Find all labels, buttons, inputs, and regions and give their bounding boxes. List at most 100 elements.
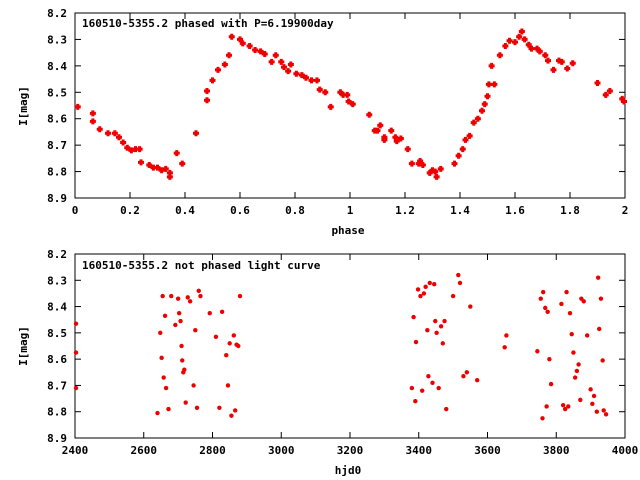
- phased-data-point: [491, 81, 498, 88]
- phased-data-point: [293, 70, 300, 77]
- unphased-data-point: [567, 310, 573, 316]
- unphased-data-point: [232, 408, 238, 413]
- phased-y-tick-label: 8.8: [47, 166, 67, 179]
- unphased-plot-title: 160510-5355.2 not phased light curve: [82, 259, 321, 272]
- unphased-data-point: [179, 343, 184, 349]
- phased-data-point: [550, 66, 557, 73]
- unphased-x-tick-label: 4000: [612, 444, 639, 457]
- phased-data-point: [521, 36, 528, 43]
- unphased-data-point: [442, 318, 447, 324]
- unphased-data-point: [427, 280, 432, 286]
- phased-data-point: [516, 33, 523, 40]
- unphased-data-point: [430, 380, 435, 385]
- unphased-y-tick-label: 8.8: [47, 406, 67, 419]
- phased-x-tick-label: 1: [347, 204, 354, 217]
- phased-data-point: [105, 130, 111, 137]
- phased-data-point: [528, 45, 535, 52]
- phased-data-point: [285, 68, 292, 75]
- unphased-data-point: [564, 289, 569, 295]
- unphased-y-tick-label: 8.2: [47, 248, 67, 261]
- phased-data-point: [485, 81, 492, 88]
- phased-data-point: [470, 119, 477, 126]
- unphased-data-point: [419, 388, 425, 393]
- unphased-data-point: [425, 328, 430, 333]
- unphased-data-point: [461, 374, 466, 379]
- unphased-data-point: [581, 299, 586, 304]
- unphased-data-point: [182, 367, 187, 372]
- phased-data-point: [455, 152, 462, 159]
- phased-data-point: [173, 150, 180, 157]
- phased-y-tick-label: 8.5: [47, 86, 67, 99]
- unphased-y-tick-label: 8.5: [47, 327, 67, 340]
- phased-data-point: [388, 127, 395, 134]
- phased-data-point: [419, 161, 426, 168]
- unphased-data-point: [545, 309, 550, 315]
- unphased-data-point: [434, 330, 439, 336]
- phased-x-tick-label: 0.2: [120, 204, 140, 217]
- phased-data-point: [316, 86, 323, 93]
- unphased-data-point: [219, 309, 225, 315]
- unphased-data-point: [543, 305, 548, 311]
- phased-data-point: [204, 97, 210, 104]
- unphased-data-point: [423, 284, 428, 290]
- unphased-data-point: [158, 330, 163, 336]
- phased-data-point: [488, 62, 495, 69]
- unphased-data-point: [456, 272, 461, 278]
- unphased-data-point: [229, 413, 234, 418]
- phased-data-point: [193, 130, 199, 137]
- phased-data-point: [116, 134, 122, 141]
- unphased-data-point: [180, 358, 185, 363]
- unphased-data-point: [73, 385, 79, 391]
- phased-x-tick-label: 0: [72, 204, 79, 217]
- unphased-data-point: [236, 343, 241, 349]
- unphased-x-tick-label: 3200: [337, 444, 364, 457]
- phased-data-point: [377, 122, 384, 129]
- phased-data-point: [136, 146, 143, 153]
- phased-data-point: [602, 91, 609, 98]
- phased-data-point: [89, 118, 96, 125]
- phased-x-tick-label: 1.4: [450, 204, 470, 217]
- phased-y-tick-label: 8.3: [47, 33, 67, 46]
- unphased-data-point: [413, 399, 418, 404]
- unphased-data-point: [432, 282, 437, 287]
- unphased-data-point: [162, 313, 168, 318]
- unphased-data-point: [413, 339, 419, 345]
- unphased-y-tick-label: 8.9: [47, 432, 67, 445]
- unphased-data-point: [548, 381, 554, 387]
- unphased-data-point: [73, 350, 79, 355]
- phased-data-point: [228, 33, 235, 40]
- unphased-data-point: [559, 301, 564, 307]
- phased-data-point: [536, 48, 543, 55]
- phased-data-point: [594, 80, 601, 87]
- phased-data-point: [120, 139, 127, 146]
- phased-y-tick-label: 8.6: [47, 113, 67, 126]
- phased-data-point: [246, 43, 253, 50]
- phased-light-curve-plot: 160510-5355.2 phased with P=6.19900day p…: [17, 7, 628, 237]
- phased-data-point: [303, 74, 309, 81]
- phased-data-point: [374, 127, 381, 134]
- phased-plot-ylabel: I[mag]: [17, 86, 30, 126]
- unphased-data-point: [502, 345, 507, 350]
- phased-data-point: [545, 57, 551, 64]
- phased-data-point: [506, 37, 513, 44]
- unphased-data-point: [535, 349, 540, 354]
- unphased-data-point: [163, 385, 169, 391]
- phased-data-point: [621, 98, 627, 105]
- unphased-x-tick-label: 2800: [199, 444, 226, 457]
- phased-data-point: [322, 89, 329, 96]
- unphased-plot-ylabel: I[mag]: [17, 326, 30, 366]
- phased-data-point: [308, 77, 315, 84]
- phased-data-point: [204, 87, 210, 94]
- phased-data-point: [89, 110, 96, 117]
- unphased-data-point: [597, 326, 602, 332]
- unphased-data-point: [217, 405, 222, 410]
- unphased-data-point: [160, 293, 165, 299]
- phased-data-point: [287, 61, 294, 68]
- unphased-x-tick-label: 2600: [131, 444, 158, 457]
- unphased-data-point: [547, 356, 552, 362]
- phased-y-tick-label: 8.4: [47, 60, 67, 73]
- unphased-data-point: [191, 383, 196, 388]
- phased-data-point: [96, 126, 103, 133]
- unphased-x-tick-label: 3800: [543, 444, 570, 457]
